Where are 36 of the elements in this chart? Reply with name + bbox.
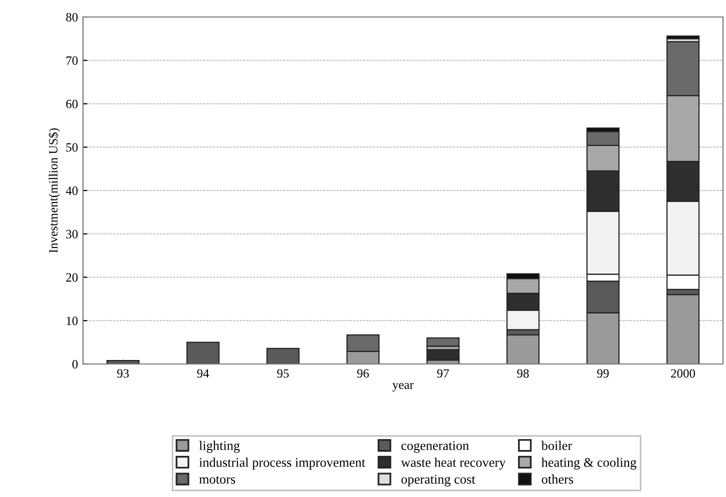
y-tick-label: 30 [66, 230, 78, 238]
legend-label: operating cost [401, 474, 476, 486]
bar [666, 36, 700, 40]
y-tick-label: 50 [66, 143, 78, 152]
y-axis-title: Investment(million US$) [48, 128, 60, 253]
x-tick-label: 97 [437, 369, 449, 378]
y-tick-label: 20 [66, 273, 78, 282]
legend-label: motors [199, 476, 236, 484]
y-tick-label: 40 [66, 186, 78, 195]
bar [426, 349, 460, 361]
legend-label: heating & cooling [541, 458, 636, 470]
x-tick-label: 99 [597, 369, 609, 378]
x-tick-label: 98 [517, 369, 529, 378]
x-axis-title: year [392, 382, 414, 392]
bar [426, 337, 460, 347]
legend-label: boiler [541, 440, 572, 450]
legend-label: others [542, 474, 574, 484]
bar [266, 348, 300, 364]
bar [506, 334, 540, 364]
y-tick-label: 0 [72, 360, 78, 368]
y-tick-label: 80 [66, 13, 78, 22]
legend-label: waste heat recovery [400, 458, 506, 470]
y-tick-label: 70 [66, 56, 78, 65]
x-tick-label: 94 [197, 369, 210, 378]
bar [106, 360, 140, 364]
legend-label: lighting [199, 440, 240, 453]
legend-label: industrial process improvement [199, 458, 366, 470]
x-tick-label: 96 [357, 369, 369, 378]
bar [186, 342, 220, 364]
bar [666, 294, 700, 364]
x-tick-label: 95 [277, 369, 289, 378]
y-tick-label: 10 [66, 316, 78, 326]
legend-label: cogeneration [401, 441, 469, 453]
y-tick-label: 60 [66, 100, 78, 108]
x-tick-label: 93 [117, 369, 129, 378]
x-tick-label: 2000 [671, 369, 696, 378]
